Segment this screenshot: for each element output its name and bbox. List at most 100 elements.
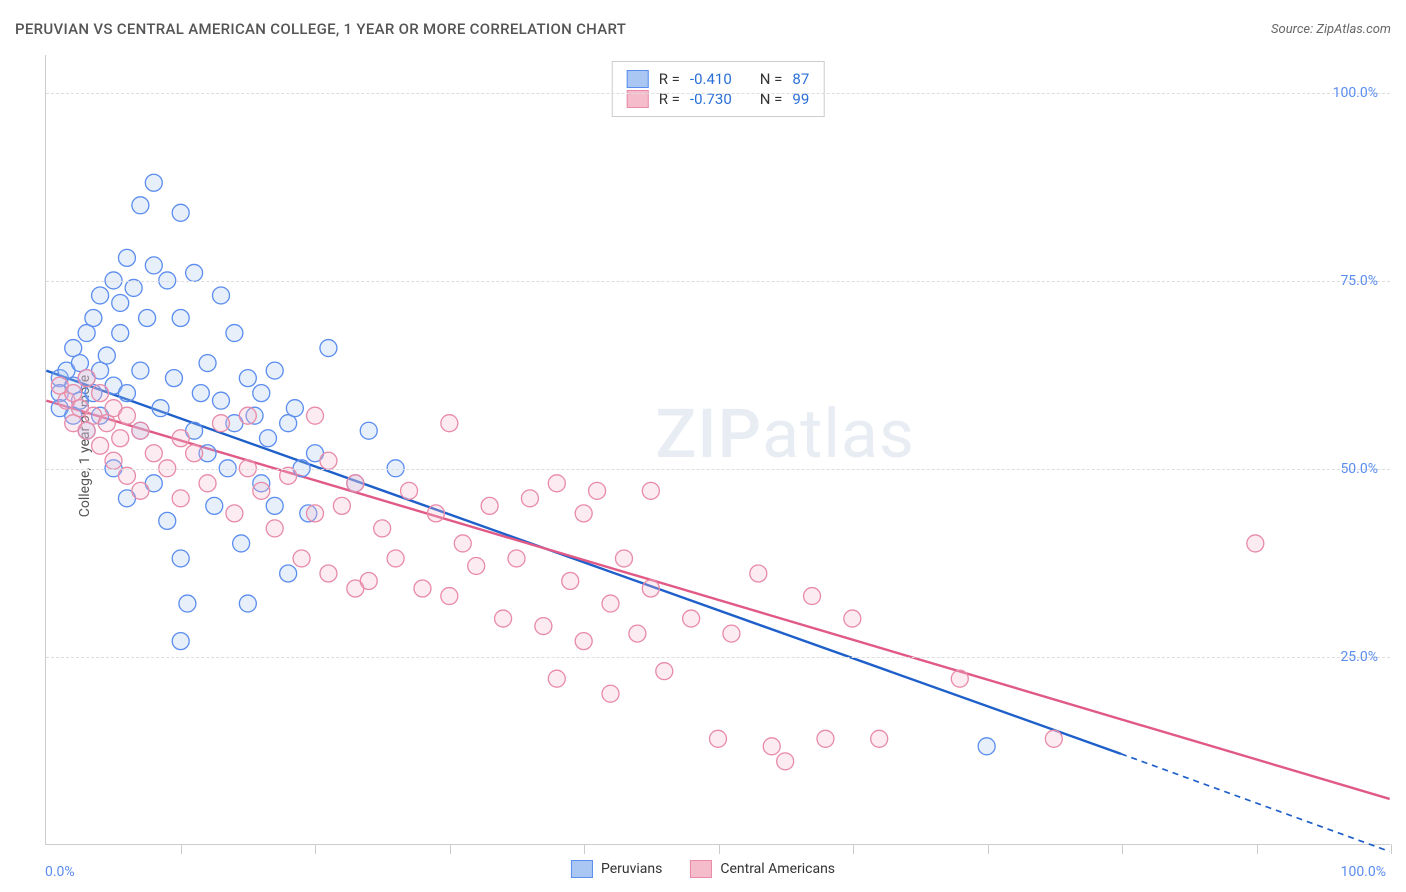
data-point bbox=[575, 633, 592, 650]
stats-row: R =-0.410N =87 bbox=[627, 70, 810, 88]
data-point bbox=[145, 257, 162, 274]
data-point bbox=[1247, 535, 1264, 552]
chart-title: PERUVIAN VS CENTRAL AMERICAN COLLEGE, 1 … bbox=[15, 20, 626, 38]
legend-item: Peruvians bbox=[571, 860, 662, 878]
data-point bbox=[239, 407, 256, 424]
x-tick bbox=[1122, 844, 1123, 854]
data-point bbox=[360, 573, 377, 590]
data-point bbox=[521, 490, 538, 507]
data-point bbox=[629, 625, 646, 642]
data-point bbox=[642, 482, 659, 499]
data-point bbox=[1045, 730, 1062, 747]
data-point bbox=[266, 520, 283, 537]
data-point bbox=[145, 445, 162, 462]
data-point bbox=[320, 340, 337, 357]
data-point bbox=[602, 595, 619, 612]
data-point bbox=[172, 550, 189, 567]
data-point bbox=[266, 497, 283, 514]
x-axis-max-label: 100.0% bbox=[1341, 864, 1386, 880]
gridline bbox=[46, 657, 1390, 658]
data-point bbox=[481, 497, 498, 514]
data-point bbox=[253, 385, 270, 402]
data-point bbox=[280, 565, 297, 582]
data-point bbox=[199, 475, 216, 492]
r-value: -0.410 bbox=[690, 70, 732, 88]
data-point bbox=[118, 467, 135, 484]
data-point bbox=[212, 287, 229, 304]
y-tick-label: 25.0% bbox=[1340, 649, 1378, 665]
data-point bbox=[172, 310, 189, 327]
y-tick-label: 75.0% bbox=[1340, 273, 1378, 289]
data-point bbox=[454, 535, 471, 552]
data-point bbox=[239, 370, 256, 387]
data-point bbox=[226, 505, 243, 522]
n-label: N = bbox=[760, 70, 783, 88]
data-point bbox=[233, 535, 250, 552]
data-point bbox=[548, 670, 565, 687]
data-point bbox=[535, 618, 552, 635]
data-point bbox=[427, 505, 444, 522]
data-point bbox=[92, 437, 109, 454]
data-point bbox=[132, 197, 149, 214]
data-point bbox=[978, 738, 995, 755]
data-point bbox=[307, 407, 324, 424]
data-point bbox=[615, 550, 632, 567]
scatter-svg bbox=[46, 55, 1390, 844]
data-point bbox=[192, 385, 209, 402]
data-point bbox=[575, 505, 592, 522]
data-point bbox=[139, 310, 156, 327]
x-tick bbox=[719, 844, 720, 854]
data-point bbox=[562, 573, 579, 590]
data-point bbox=[320, 565, 337, 582]
data-point bbox=[159, 512, 176, 529]
data-point bbox=[642, 580, 659, 597]
data-point bbox=[871, 730, 888, 747]
data-point bbox=[266, 362, 283, 379]
data-point bbox=[105, 452, 122, 469]
data-point bbox=[347, 475, 364, 492]
data-point bbox=[152, 400, 169, 417]
data-point bbox=[165, 370, 182, 387]
series-swatch bbox=[627, 70, 649, 88]
data-point bbox=[125, 279, 142, 296]
x-tick bbox=[584, 844, 585, 854]
x-tick bbox=[315, 844, 316, 854]
data-point bbox=[98, 347, 115, 364]
y-tick-label: 100.0% bbox=[1333, 85, 1378, 101]
data-point bbox=[199, 355, 216, 372]
data-point bbox=[92, 385, 109, 402]
data-point bbox=[401, 482, 418, 499]
data-point bbox=[85, 310, 102, 327]
data-point bbox=[226, 325, 243, 342]
data-point bbox=[112, 294, 129, 311]
data-point bbox=[763, 738, 780, 755]
data-point bbox=[414, 580, 431, 597]
data-point bbox=[750, 565, 767, 582]
data-point bbox=[320, 452, 337, 469]
data-point bbox=[118, 385, 135, 402]
y-tick-label: 50.0% bbox=[1340, 461, 1378, 477]
data-point bbox=[293, 550, 310, 567]
title-bar: PERUVIAN VS CENTRAL AMERICAN COLLEGE, 1 … bbox=[15, 20, 1391, 38]
x-axis-min-label: 0.0% bbox=[45, 864, 75, 880]
data-point bbox=[186, 445, 203, 462]
data-point bbox=[602, 685, 619, 702]
data-point bbox=[656, 663, 673, 680]
trend-line bbox=[46, 371, 1121, 754]
data-point bbox=[495, 610, 512, 627]
data-point bbox=[179, 595, 196, 612]
data-point bbox=[817, 730, 834, 747]
trend-line-dashed bbox=[1121, 754, 1390, 852]
data-point bbox=[589, 482, 606, 499]
legend-swatch bbox=[690, 860, 712, 878]
data-point bbox=[307, 505, 324, 522]
x-tick bbox=[450, 844, 451, 854]
x-tick bbox=[853, 844, 854, 854]
data-point bbox=[212, 392, 229, 409]
data-point bbox=[286, 400, 303, 417]
x-tick bbox=[988, 844, 989, 854]
data-point bbox=[172, 633, 189, 650]
data-point bbox=[145, 174, 162, 191]
data-point bbox=[172, 430, 189, 447]
data-point bbox=[951, 670, 968, 687]
